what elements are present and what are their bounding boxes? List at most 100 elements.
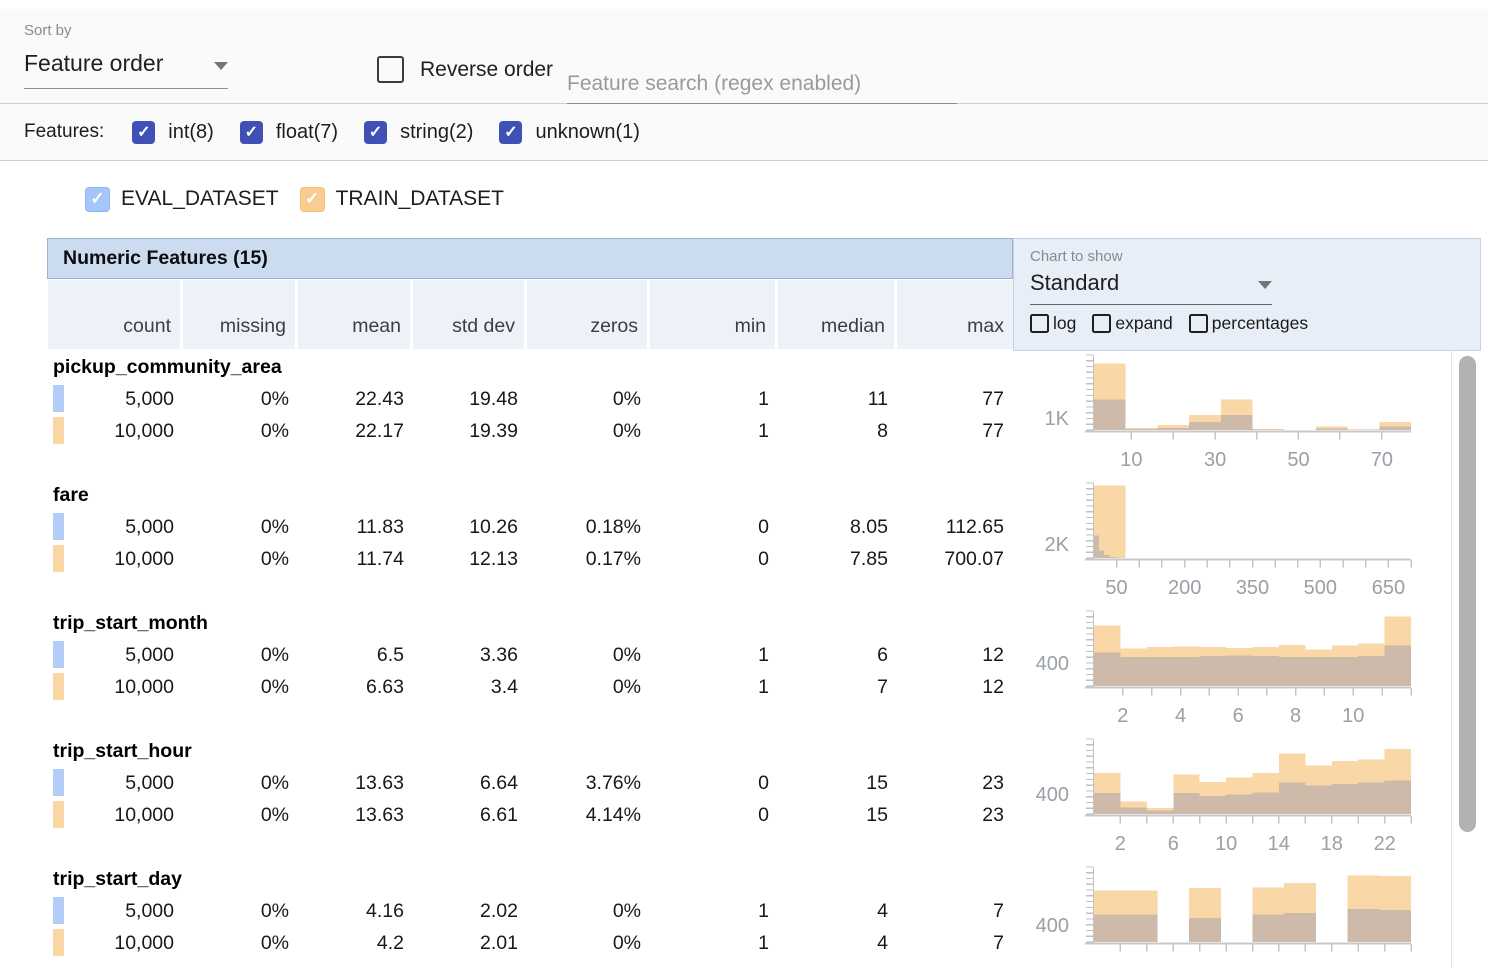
feature-name: fare	[53, 484, 89, 506]
cell-max: 23	[982, 803, 1004, 826]
svg-text:50: 50	[1287, 449, 1309, 471]
feature-row-fare: fare 5,000 0% 11.83 10.26 0.18% 0 8.05 112.65 10,…	[48, 479, 1452, 607]
chevron-down-icon	[214, 62, 228, 70]
feature-type-filter-string[interactable]: ✓ string(2)	[364, 120, 473, 144]
scrollbar-thumb[interactable]	[1459, 356, 1476, 832]
cell-zeros: 0%	[612, 387, 641, 410]
eval-swatch	[53, 641, 64, 668]
sort-by-label: Sort by	[24, 22, 72, 39]
svg-text:400: 400	[1036, 915, 1069, 937]
feature-type-filter-row: Features: ✓ int(8) ✓ float(7) ✓ string(2) ✓ unk…	[0, 104, 1488, 161]
cell-missing: 0%	[260, 419, 289, 442]
cell-median: 7	[877, 675, 888, 698]
cell-median: 8	[877, 419, 888, 442]
dataset-toggle-eval_dataset[interactable]: ✓ EVAL_DATASET	[85, 186, 279, 212]
column-header-missing: missing	[183, 280, 298, 349]
chart-option-checkboxes: log expand percentages	[1030, 313, 1480, 334]
chart-option-label: expand	[1115, 313, 1173, 333]
dataset-toggle-train_dataset[interactable]: ✓ TRAIN_DATASET	[299, 186, 504, 212]
feature-rows: pickup_community_area 5,000 0% 22.43 19.48 0%…	[48, 351, 1452, 968]
cell-max: 23	[982, 771, 1004, 794]
cell-missing: 0%	[260, 675, 289, 698]
numeric-features-title: Numeric Features (15)	[63, 247, 268, 269]
cell-missing: 0%	[260, 547, 289, 570]
svg-text:650: 650	[1372, 577, 1405, 599]
chart-type-select[interactable]: Standard	[1030, 270, 1272, 305]
feature-search-input[interactable]	[567, 65, 957, 105]
stats-row-train: 10,000 0% 6.63 3.4 0% 1 7 12	[48, 671, 1013, 703]
cell-std-dev: 10.26	[469, 515, 518, 538]
cell-mean: 22.43	[355, 387, 404, 410]
feature-type-filter-int[interactable]: ✓ int(8)	[132, 120, 214, 144]
cell-min: 1	[758, 675, 769, 698]
svg-text:1K: 1K	[1045, 408, 1070, 430]
stats-row-eval: 5,000 0% 4.16 2.02 0% 1 4 7	[48, 895, 1013, 927]
cell-mean: 11.74	[356, 547, 404, 570]
cell-zeros: 0%	[612, 643, 641, 666]
cell-mean: 11.83	[356, 515, 404, 538]
cell-missing: 0%	[260, 931, 289, 954]
vertical-scrollbar[interactable]	[1451, 351, 1481, 968]
cell-median: 8.05	[850, 515, 888, 538]
svg-text:500: 500	[1304, 577, 1337, 599]
feature-type-filter-unknown[interactable]: ✓ unknown(1)	[499, 120, 640, 144]
chart-controls-panel: Chart to show Standard log expand percenta…	[1013, 238, 1481, 351]
cell-max: 77	[982, 419, 1004, 442]
cell-missing: 0%	[260, 515, 289, 538]
svg-text:2K: 2K	[1045, 534, 1070, 556]
chart-option-label: log	[1053, 313, 1077, 333]
sort-by-value: Feature order	[24, 50, 164, 76]
cell-mean: 4.2	[376, 931, 404, 954]
cell-std-dev: 12.13	[469, 547, 518, 570]
cell-max: 700.07	[944, 547, 1004, 570]
cell-missing: 0%	[260, 771, 289, 794]
chart-option-log[interactable]: log	[1030, 313, 1076, 334]
cell-min: 0	[758, 515, 769, 538]
svg-text:30: 30	[1204, 449, 1226, 471]
chart-option-percentages[interactable]: percentages	[1188, 313, 1308, 334]
sort-by-field: Sort by Feature order	[24, 22, 228, 89]
checkbox-unchecked-icon	[1188, 314, 1208, 333]
cell-mean: 6.5	[376, 643, 404, 666]
checkbox-unchecked-icon	[1092, 314, 1112, 333]
cell-std-dev: 6.61	[480, 803, 518, 826]
cell-count: 5,000	[125, 387, 174, 410]
histogram-chart: 2K 50 200 350 500 650	[1045, 482, 1412, 599]
feature-row-pickup_community_area: pickup_community_area 5,000 0% 22.43 19.48 0%…	[48, 351, 1452, 479]
dataset-label: EVAL_DATASET	[121, 187, 279, 210]
column-header-median: median	[778, 280, 897, 349]
feature-type-label: unknown(1)	[535, 120, 640, 143]
feature-row-trip_start_month: trip_start_month 5,000 0% 6.5 3.36 0% 1 6 12 10,0…	[48, 607, 1452, 735]
eval-swatch	[53, 897, 64, 924]
stats-row-train: 10,000 0% 13.63 6.61 4.14% 0 15 23	[48, 799, 1013, 831]
cell-count: 10,000	[114, 419, 174, 442]
cell-min: 1	[758, 419, 769, 442]
column-header-count: count	[48, 280, 183, 349]
svg-text:10: 10	[1215, 833, 1237, 855]
chart-option-expand[interactable]: expand	[1092, 313, 1173, 334]
stats-column-headers: count missing mean std dev zeros min median max	[48, 280, 1013, 349]
histogram-trip_start_day: 400	[1013, 863, 1453, 968]
svg-text:70: 70	[1371, 449, 1393, 471]
histogram-chart: 400 2 6 10 14 18 22	[1036, 738, 1412, 855]
checkbox-checked-icon: ✓	[85, 186, 110, 212]
cell-missing: 0%	[260, 643, 289, 666]
cell-std-dev: 3.36	[480, 643, 518, 666]
histogram-chart: 400 2 4 6 8 10	[1036, 610, 1412, 727]
sort-by-select[interactable]: Feature order	[24, 50, 228, 89]
checkbox-checked-icon: ✓	[132, 120, 156, 144]
svg-text:10: 10	[1120, 449, 1142, 471]
cell-min: 1	[758, 643, 769, 666]
reverse-order-checkbox[interactable]: Reverse order	[377, 56, 553, 83]
cell-mean: 13.63	[355, 803, 404, 826]
cell-std-dev: 19.39	[469, 419, 518, 442]
checkbox-checked-icon: ✓	[299, 186, 325, 212]
cell-mean: 6.63	[366, 675, 404, 698]
feature-type-filter-float[interactable]: ✓ float(7)	[239, 120, 338, 144]
cell-missing: 0%	[260, 899, 289, 922]
checkbox-unchecked-icon	[377, 56, 404, 83]
feature-name: trip_start_hour	[53, 740, 192, 762]
cell-missing: 0%	[260, 803, 289, 826]
stats-row-eval: 5,000 0% 6.5 3.36 0% 1 6 12	[48, 639, 1013, 671]
cell-count: 5,000	[125, 899, 174, 922]
